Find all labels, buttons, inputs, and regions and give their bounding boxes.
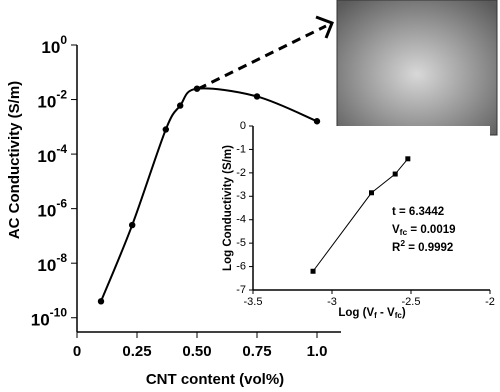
x-tick-label: -3 [327,296,337,308]
x-tick-label: -3.5 [244,296,263,308]
annotation-text: V [392,224,400,236]
inset-x-axis-label: Log (Vf - Vfc) [338,307,405,320]
y-tick-label: -3 [236,190,246,202]
zoom-arrow-head [315,15,334,39]
y-tick-label: 10-6 [37,197,67,221]
annotation: Vfc = 0.0019 [392,224,456,237]
annotation: R2 = 0.9992 [392,238,453,254]
y-tick-label: 10-2 [37,88,67,112]
label-sub: fc [395,311,403,320]
y-tick-label: 100 [41,33,67,57]
tick-exponent: -10 [50,306,68,320]
series-line [312,158,409,272]
tick-exponent: -6 [56,197,67,211]
annotation-text: = 0.9992 [405,242,453,254]
data-point [97,298,105,305]
label-sub: f [374,311,377,320]
annotation-text: = 0.0019 [407,224,455,236]
y-axis-label: AC Conductivity (S/m) [6,81,23,239]
tick-base: 10 [37,148,56,167]
annotation-sub: fc [400,227,408,237]
data-point [392,171,398,177]
data-point [193,85,201,92]
y-tick-label: -1 [236,143,246,155]
x-tick-label: -2 [485,296,495,308]
y-tick-label: -7 [236,284,246,296]
micrograph-image [337,0,497,135]
x-tick-label: 0.50 [182,343,211,360]
y-tick-label: 0 [240,120,246,132]
tick-base: 10 [31,311,50,330]
x-axis-label: CNT content (vol%) [146,371,284,388]
y-tick-label: -2 [236,167,246,179]
label-part: Log (V [338,307,374,319]
y-tick-label: -4 [236,214,246,226]
data-point [405,156,411,162]
tick-exponent: -2 [56,88,67,102]
x-tick-label: -2.5 [402,296,421,308]
data-point [313,118,321,125]
inset-background [253,126,490,290]
y-tick-label: 10-10 [31,306,68,330]
zoom-arrow-line [197,24,327,91]
data-point [369,190,374,196]
inset-y-axis-label: Log Conductivity (S/m) [222,145,234,271]
annotation: t = 6.3442 [392,206,444,218]
x-tick-label: 0 [73,343,81,360]
x-tick-label: 0.75 [242,343,271,360]
annotation-text: R [392,242,401,254]
tick-base: 10 [37,257,56,276]
tick-exponent: 0 [60,33,67,47]
tick-base: 10 [41,38,60,57]
data-point [253,93,261,100]
tick-exponent: -8 [56,251,67,265]
x-tick-label: 1.0 [307,343,328,360]
y-tick-label: 10-8 [37,251,67,275]
tick-base: 10 [37,202,56,221]
data-point [129,221,136,229]
data-point [310,268,316,274]
x-tick-label: 0.25 [122,343,151,360]
data-point [162,126,169,133]
label-part: ) [402,307,406,319]
tick-exponent: -4 [56,142,67,156]
y-tick-label: -5 [236,237,246,249]
label-part: - V [377,307,395,319]
y-tick-label: 10-4 [37,142,67,166]
tick-base: 10 [37,93,56,112]
y-tick-label: -6 [236,260,246,272]
data-point [177,102,184,109]
annotation-sup: 2 [400,238,405,248]
